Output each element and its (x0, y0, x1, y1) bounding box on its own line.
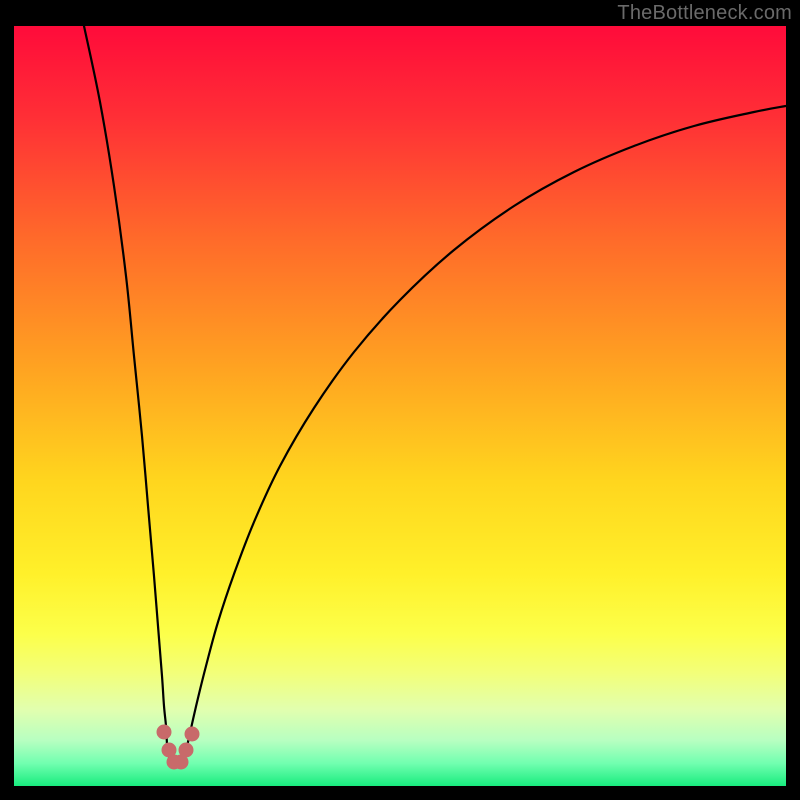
watermark-text: TheBottleneck.com (617, 2, 792, 25)
chart-frame: TheBottleneck.com (0, 0, 800, 800)
gradient-background (14, 26, 786, 786)
plot-area (14, 26, 786, 786)
